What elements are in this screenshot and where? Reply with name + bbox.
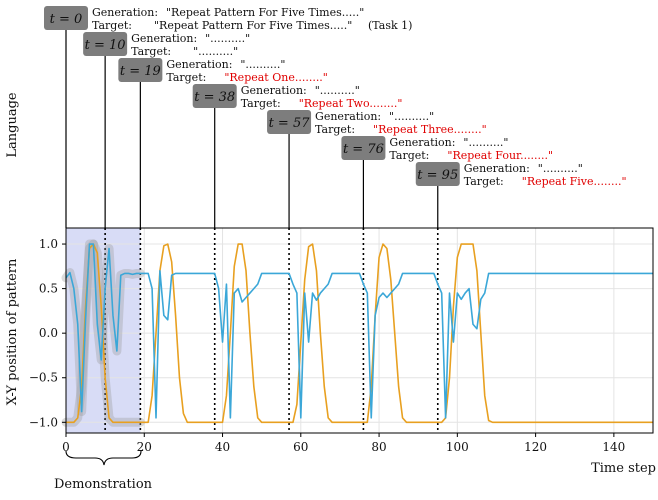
plot-area: 0 20 40 60 80 100 120 140 −1.0 −0.5 0.0 0.5 1.0: [29, 227, 654, 454]
step-markers: [104, 228, 439, 433]
target-text: "Repeat Five........": [522, 175, 627, 188]
y-axis-label: X-Y position of pattern: [5, 258, 20, 405]
time-badge-label: t = 0: [50, 12, 83, 27]
x-tick-label: 80: [371, 440, 386, 454]
generation-text: "Repeat Pattern For Five Times.....": [166, 6, 364, 19]
language-axis-label: Language: [5, 92, 20, 158]
time-badge: [192, 84, 237, 108]
time-badge: [118, 58, 163, 82]
generation-text: "..........": [538, 162, 583, 175]
target-label: Target:: [315, 123, 355, 136]
target-label: Target:: [389, 149, 429, 162]
generation-label: Generation:: [241, 84, 307, 97]
series-line-blue: [65, 243, 653, 419]
time-badge-label: t = 76: [343, 142, 384, 157]
series-line-orange: [66, 243, 653, 424]
x-tick-label: 20: [137, 440, 152, 454]
target-label: Target:: [166, 71, 206, 84]
target-text: "Repeat Two........": [299, 97, 403, 110]
target-text: "Repeat Four........": [447, 149, 553, 162]
y-ticks: −1.0 −0.5 0.0 0.5 1.0: [29, 237, 66, 429]
generation-label: Generation:: [315, 110, 381, 123]
generation-text: "..........": [463, 136, 508, 149]
target-label: Target:: [92, 19, 132, 32]
generation-label: Generation:: [464, 162, 530, 175]
grid: [65, 228, 653, 433]
x-tick-label: 40: [215, 440, 230, 454]
time-badge-label: t = 10: [85, 38, 126, 53]
generation-text: "..........": [389, 110, 434, 123]
series-lines: [61, 239, 653, 427]
y-tick-label: 0.5: [39, 282, 58, 296]
time-badge: [341, 136, 386, 160]
generation-text: "..........": [240, 58, 285, 71]
generation-label: Generation:: [92, 6, 158, 19]
y-tick-label: 1.0: [39, 237, 58, 251]
x-axis-label: Time step: [591, 461, 656, 476]
generation-text: "..........": [315, 84, 360, 97]
y-tick-label: −1.0: [29, 415, 58, 429]
target-text: "..........": [193, 45, 238, 58]
time-badge: [415, 162, 460, 186]
x-tick-label: 140: [602, 440, 625, 454]
generation-label: Generation:: [131, 32, 197, 45]
demonstration-label: Demonstration: [54, 477, 153, 492]
x-tick-label: 0: [62, 440, 70, 454]
time-badge: [83, 32, 128, 56]
time-badge: [44, 6, 88, 30]
y-tick-label: −0.5: [29, 371, 58, 385]
y-tick-label: 0.0: [39, 326, 58, 340]
time-badge-label: t = 38: [194, 90, 235, 105]
target-label: Target:: [241, 97, 281, 110]
target-label: Target:: [464, 175, 504, 188]
demonstration-brace: [65, 450, 142, 466]
generation-label: Generation:: [166, 58, 232, 71]
plot-frame: [65, 227, 654, 434]
time-badge-label: t = 57: [269, 116, 311, 131]
x-tick-label: 120: [524, 440, 547, 454]
x-ticks: 0 20 40 60 80 100 120 140: [62, 433, 625, 454]
target-text: "Repeat Pattern For Five Times.....": [154, 19, 352, 32]
time-badge-label: t = 19: [120, 64, 161, 79]
x-tick-label: 60: [293, 440, 308, 454]
generation-text: "..........": [205, 32, 250, 45]
target-text: "Repeat Three........": [373, 123, 487, 136]
target-suffix: (Task 1): [368, 19, 412, 32]
annotations: t = 0 Generation: "Repeat Pattern For Five…: [44, 6, 627, 228]
time-badge: [267, 110, 312, 134]
generation-label: Generation:: [389, 136, 455, 149]
time-badge-label: t = 95: [417, 168, 458, 183]
x-tick-label: 100: [446, 440, 469, 454]
target-label: Target:: [131, 45, 171, 58]
target-text: "Repeat One........": [224, 71, 328, 84]
